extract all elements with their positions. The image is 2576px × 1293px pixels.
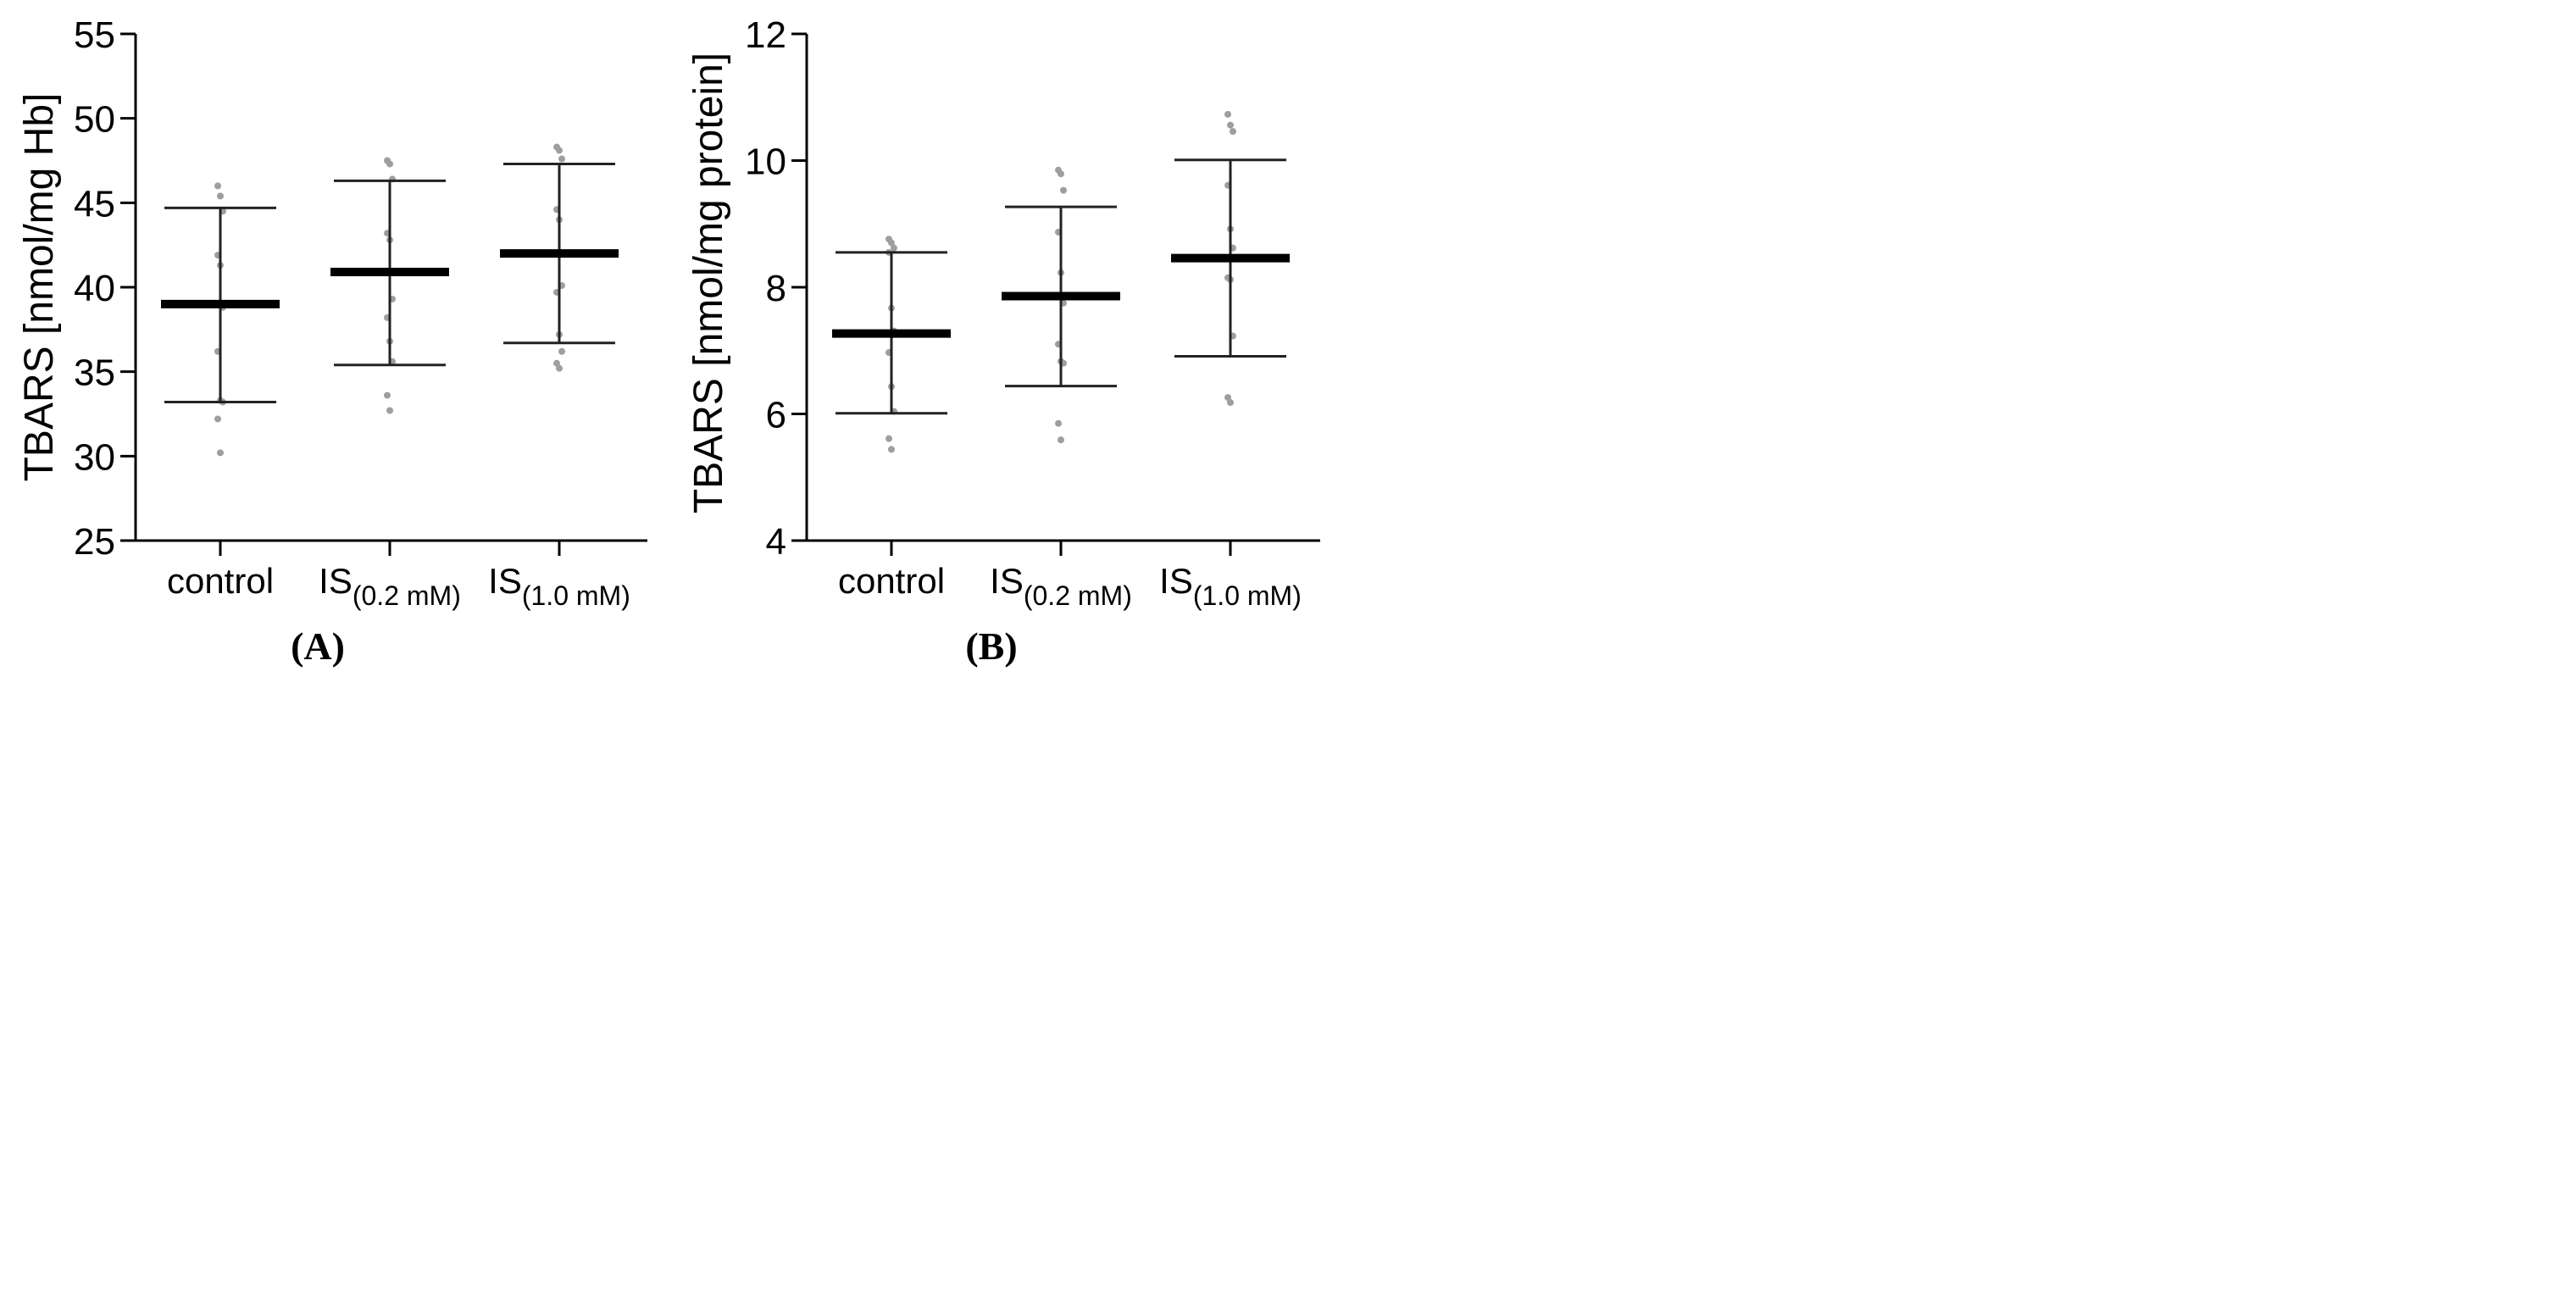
data-point [558,155,565,163]
y-tick-label: 4 [766,521,786,563]
y-tick-label: 8 [766,268,786,309]
x-tick-label: IS(1.0 mM) [1159,561,1302,611]
y-axis-label: TBARS [nmol/mg protein] [686,53,731,513]
data-point [553,359,560,367]
y-tick-label: 35 [74,352,115,394]
y-tick-label: 50 [74,99,115,141]
panel-b-chart: 4 6 8 10 12 TBARS [nmol/mg protein] control IS(… [686,14,1320,668]
y-tick-label: 30 [74,436,115,478]
data-point [1058,436,1064,444]
data-point [888,239,895,247]
data-point [1058,170,1064,178]
data-point [886,435,892,442]
panel-label: (A) [291,624,345,668]
data-point [1060,186,1067,194]
y-tick-label: 45 [74,183,115,225]
x-tick-label: control [167,561,274,601]
data-point [1055,419,1062,427]
data-point [1224,110,1231,118]
x-tick-label: IS(1.0 mM) [488,561,630,611]
data-point [386,160,393,168]
x-tick-label: control [838,561,945,601]
data-point [888,446,895,453]
y-tick-label: 10 [745,142,786,183]
data-point [214,415,221,423]
data-point [556,364,563,372]
y-tick-label: 55 [74,14,115,56]
data-point [214,182,221,190]
data-point [217,449,224,457]
data-point [1227,399,1234,407]
data-point [556,147,563,154]
y-axis-label: TBARS [nmol/mg Hb] [17,93,62,482]
y-tick-label: 12 [745,14,786,56]
data-point [1230,128,1236,136]
data-point [891,244,897,252]
data-point [1227,121,1234,129]
data-point [386,407,393,414]
data-point [558,347,565,355]
data-point [384,391,391,399]
data-point [217,192,224,200]
panel-a-chart: 25 30 35 40 45 50 55 TBARS [nmol/mg Hb] control I… [17,14,647,668]
x-tick-label: IS(0.2 mM) [319,561,461,611]
panel-label: (B) [965,624,1017,668]
y-tick-label: 40 [74,268,115,309]
y-tick-label: 6 [766,395,786,436]
x-tick-label: IS(0.2 mM) [990,561,1132,611]
data-point [1224,394,1231,402]
y-tick-label: 25 [74,521,115,563]
